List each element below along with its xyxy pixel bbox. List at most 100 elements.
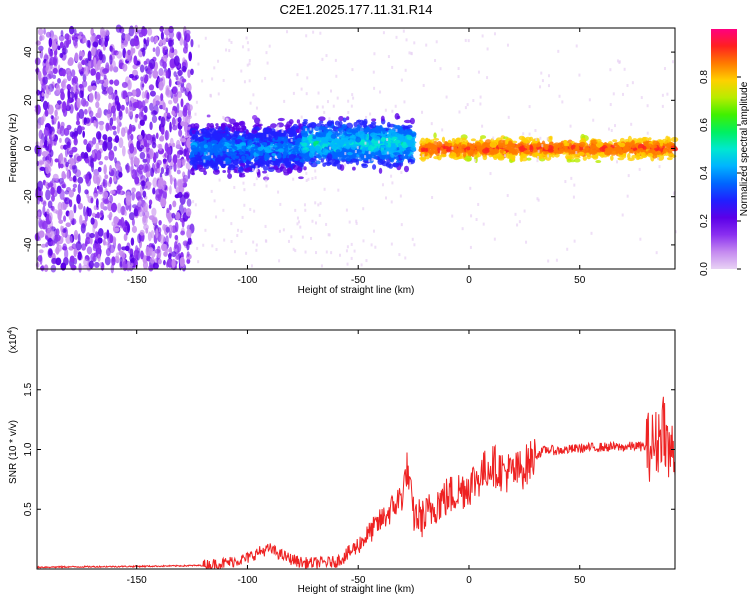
heatmap-cell xyxy=(136,195,143,202)
colorbar-tick-label: 0.6 xyxy=(699,118,710,132)
heatmap-cell xyxy=(269,157,272,161)
heatmap-cell xyxy=(253,183,256,187)
heatmap-cell xyxy=(88,92,94,103)
heatmap-cell xyxy=(366,128,372,133)
heatmap-cell xyxy=(197,62,200,66)
heatmap-cell xyxy=(48,37,53,48)
heatmap-cell xyxy=(306,123,313,129)
heatmap-cell xyxy=(51,34,58,43)
heatmap-cell xyxy=(133,156,138,164)
heatmap-cell xyxy=(186,258,191,264)
heatmap-cell xyxy=(239,166,244,171)
heatmap-cell xyxy=(370,243,373,247)
heatmap-cell xyxy=(82,130,86,138)
heatmap-cell xyxy=(83,66,90,77)
heatmap-cell xyxy=(277,141,281,148)
heatmap-cell xyxy=(249,101,252,105)
heatmap-y-tick-label: -40 xyxy=(23,237,34,252)
heatmap-cell xyxy=(220,123,226,131)
heatmap-cell xyxy=(165,129,168,141)
heatmap-cell xyxy=(479,102,482,106)
heatmap-cell xyxy=(97,237,103,244)
heatmap-cell xyxy=(69,25,75,35)
heatmap-cell xyxy=(168,203,172,211)
heatmap-cell xyxy=(421,144,429,149)
heatmap-cell xyxy=(51,131,55,141)
heatmap-x-axis-label: Height of straight line (km) xyxy=(298,285,415,296)
heatmap-cell xyxy=(271,157,276,161)
heatmap-cell xyxy=(85,232,91,240)
heatmap-cell xyxy=(364,155,367,159)
heatmap-cell xyxy=(269,127,276,134)
heatmap-cell xyxy=(152,69,159,79)
heatmap-cell xyxy=(477,202,480,206)
heatmap-cell xyxy=(77,183,81,194)
heatmap-cell xyxy=(73,127,78,139)
heatmap-cell xyxy=(320,158,324,163)
heatmap-cell xyxy=(269,164,272,168)
heatmap-cell xyxy=(410,145,417,152)
heatmap-cell xyxy=(165,226,170,233)
heatmap-cell xyxy=(461,227,464,231)
heatmap-cell xyxy=(217,59,220,63)
heatmap-cell xyxy=(504,154,507,158)
heatmap-cell xyxy=(174,234,179,241)
heatmap-cell xyxy=(240,229,243,233)
heatmap-cell xyxy=(332,104,335,108)
heatmap-cell xyxy=(245,251,248,255)
heatmap-cell xyxy=(64,248,69,260)
heatmap-cell xyxy=(541,79,544,83)
heatmap-cell xyxy=(320,264,323,268)
heatmap-cell xyxy=(201,155,209,161)
heatmap-cell xyxy=(128,25,135,37)
heatmap-cell xyxy=(322,148,329,156)
heatmap-cell xyxy=(41,82,46,93)
heatmap-cell xyxy=(407,159,415,165)
heatmap-cell xyxy=(72,183,78,189)
heatmap-cell xyxy=(598,152,603,157)
heatmap-cell xyxy=(166,152,172,163)
heatmap-cell xyxy=(209,123,214,129)
heatmap-cell xyxy=(174,241,178,250)
heatmap-cell xyxy=(97,166,102,173)
colorbar-tick-label: 0.2 xyxy=(699,214,710,228)
heatmap-cell xyxy=(89,232,95,239)
heatmap-cell xyxy=(337,127,345,133)
heatmap-cell xyxy=(398,253,401,257)
heatmap-cell xyxy=(166,257,173,268)
heatmap-cell xyxy=(71,165,76,170)
heatmap-cell xyxy=(141,91,146,99)
heatmap-cell xyxy=(671,60,674,64)
heatmap-cell xyxy=(168,25,174,34)
heatmap-cell xyxy=(471,142,476,149)
heatmap-cell xyxy=(93,120,97,127)
heatmap-cell xyxy=(621,213,624,217)
heatmap-cell xyxy=(372,164,377,170)
heatmap-cell xyxy=(145,171,151,178)
heatmap-cell xyxy=(87,140,94,148)
heatmap-cell xyxy=(299,225,302,229)
heatmap-cell xyxy=(102,77,109,88)
heatmap-cell xyxy=(265,179,268,183)
heatmap-cell xyxy=(277,117,285,122)
heatmap-cell xyxy=(369,123,377,129)
heatmap-cell xyxy=(162,189,167,201)
heatmap-cell xyxy=(477,70,480,74)
heatmap-cell xyxy=(211,155,214,159)
heatmap-cell xyxy=(331,150,336,158)
heatmap-cell xyxy=(452,147,459,153)
heatmap-cell xyxy=(195,164,204,170)
heatmap-cell xyxy=(142,163,149,174)
heatmap-y-tick-label: 0 xyxy=(23,145,34,151)
heatmap-cell xyxy=(539,136,542,140)
heatmap-cell xyxy=(127,79,132,91)
heatmap-cell xyxy=(84,158,90,164)
heatmap-cell xyxy=(117,202,122,214)
heatmap-cell xyxy=(315,160,321,165)
heatmap-cell xyxy=(53,116,58,123)
heatmap-cell xyxy=(647,152,653,158)
heatmap-cell xyxy=(252,93,255,97)
heatmap-cell xyxy=(266,61,269,65)
heatmap-cell xyxy=(69,255,75,263)
